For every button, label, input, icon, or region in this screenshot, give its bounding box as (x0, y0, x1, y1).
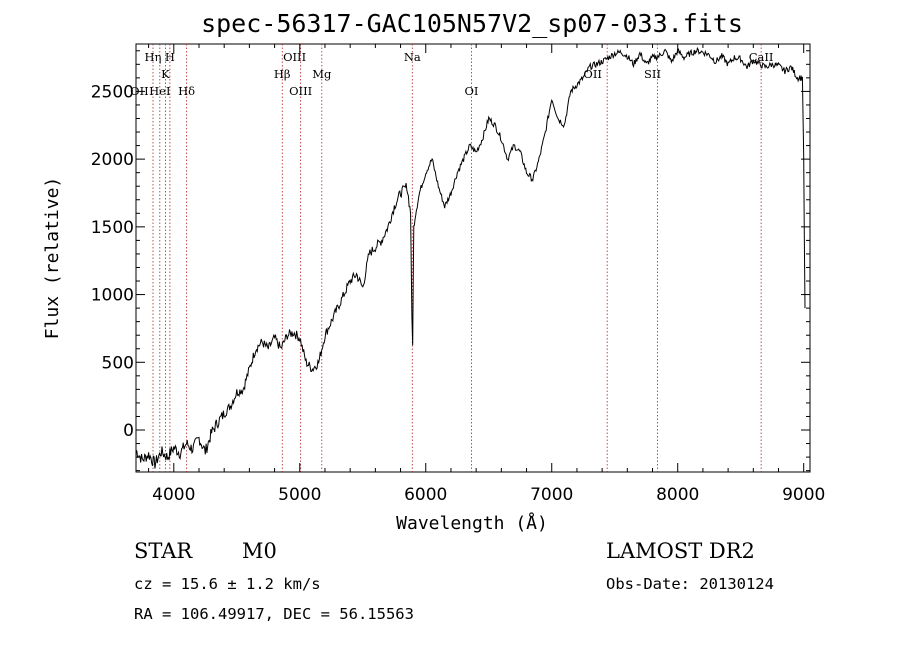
spectral-line-label: K (161, 67, 170, 81)
flux-series (135, 46, 806, 469)
y-tick-label: 1000 (91, 286, 134, 306)
spectral-line-label: CaII (749, 50, 774, 64)
redshift-cz: cz = 15.6 ± 1.2 km/s (134, 575, 321, 593)
y-axis-label: Flux (relative) (42, 177, 63, 340)
x-tick-label: 8000 (656, 485, 699, 505)
y-tick-label: 1500 (91, 218, 134, 238)
x-tick-label: 9000 (782, 485, 825, 505)
x-axis-label: Wavelength (Å) (396, 512, 548, 534)
spectral-line-label: H (165, 50, 175, 64)
spectral-line-label: OII (583, 67, 602, 81)
plot-frame (135, 43, 811, 473)
x-tick-label: 4000 (152, 485, 195, 505)
spectral-line-label: SII (644, 67, 661, 81)
object-subclass: M0 (242, 539, 277, 563)
spectral-line-label: Mg (312, 67, 332, 81)
spectral-line-label: HeI (149, 84, 170, 98)
y-tick-label: 0 (123, 421, 134, 441)
object-class: STAR (134, 539, 193, 563)
chart-title: spec-56317-GAC105N57V2_sp07-033.fits (201, 9, 743, 38)
spectral-line-label: Hβ (274, 67, 291, 81)
spectral-line-label: OIII (289, 84, 312, 98)
spectral-line-label: OIII (283, 50, 306, 64)
obs-date: Obs-Date: 20130124 (606, 575, 774, 593)
x-tick-label: 6000 (404, 485, 447, 505)
spectral-line-label: OI (464, 84, 478, 98)
y-tick-label: 500 (102, 353, 134, 373)
spectral-line-label: Na (404, 50, 421, 64)
y-axis-ticks: 0 500 1000 1500 2000 2500 (91, 50, 810, 472)
flux-line (135, 46, 806, 469)
x-tick-label: 5000 (278, 485, 321, 505)
spectral-line-guides (152, 44, 762, 472)
survey-name: LAMOST DR2 (606, 539, 755, 563)
x-tick-label: 7000 (530, 485, 573, 505)
spectral-line-label: Hδ (178, 84, 195, 98)
y-tick-label: 2500 (91, 82, 134, 102)
spectral-line-label: Hη (145, 50, 162, 64)
y-tick-label: 2000 (91, 150, 134, 170)
ra-dec: RA = 106.49917, DEC = 56.15563 (134, 605, 414, 623)
x-axis-ticks: 4000 5000 6000 7000 8000 9000 (148, 44, 825, 505)
